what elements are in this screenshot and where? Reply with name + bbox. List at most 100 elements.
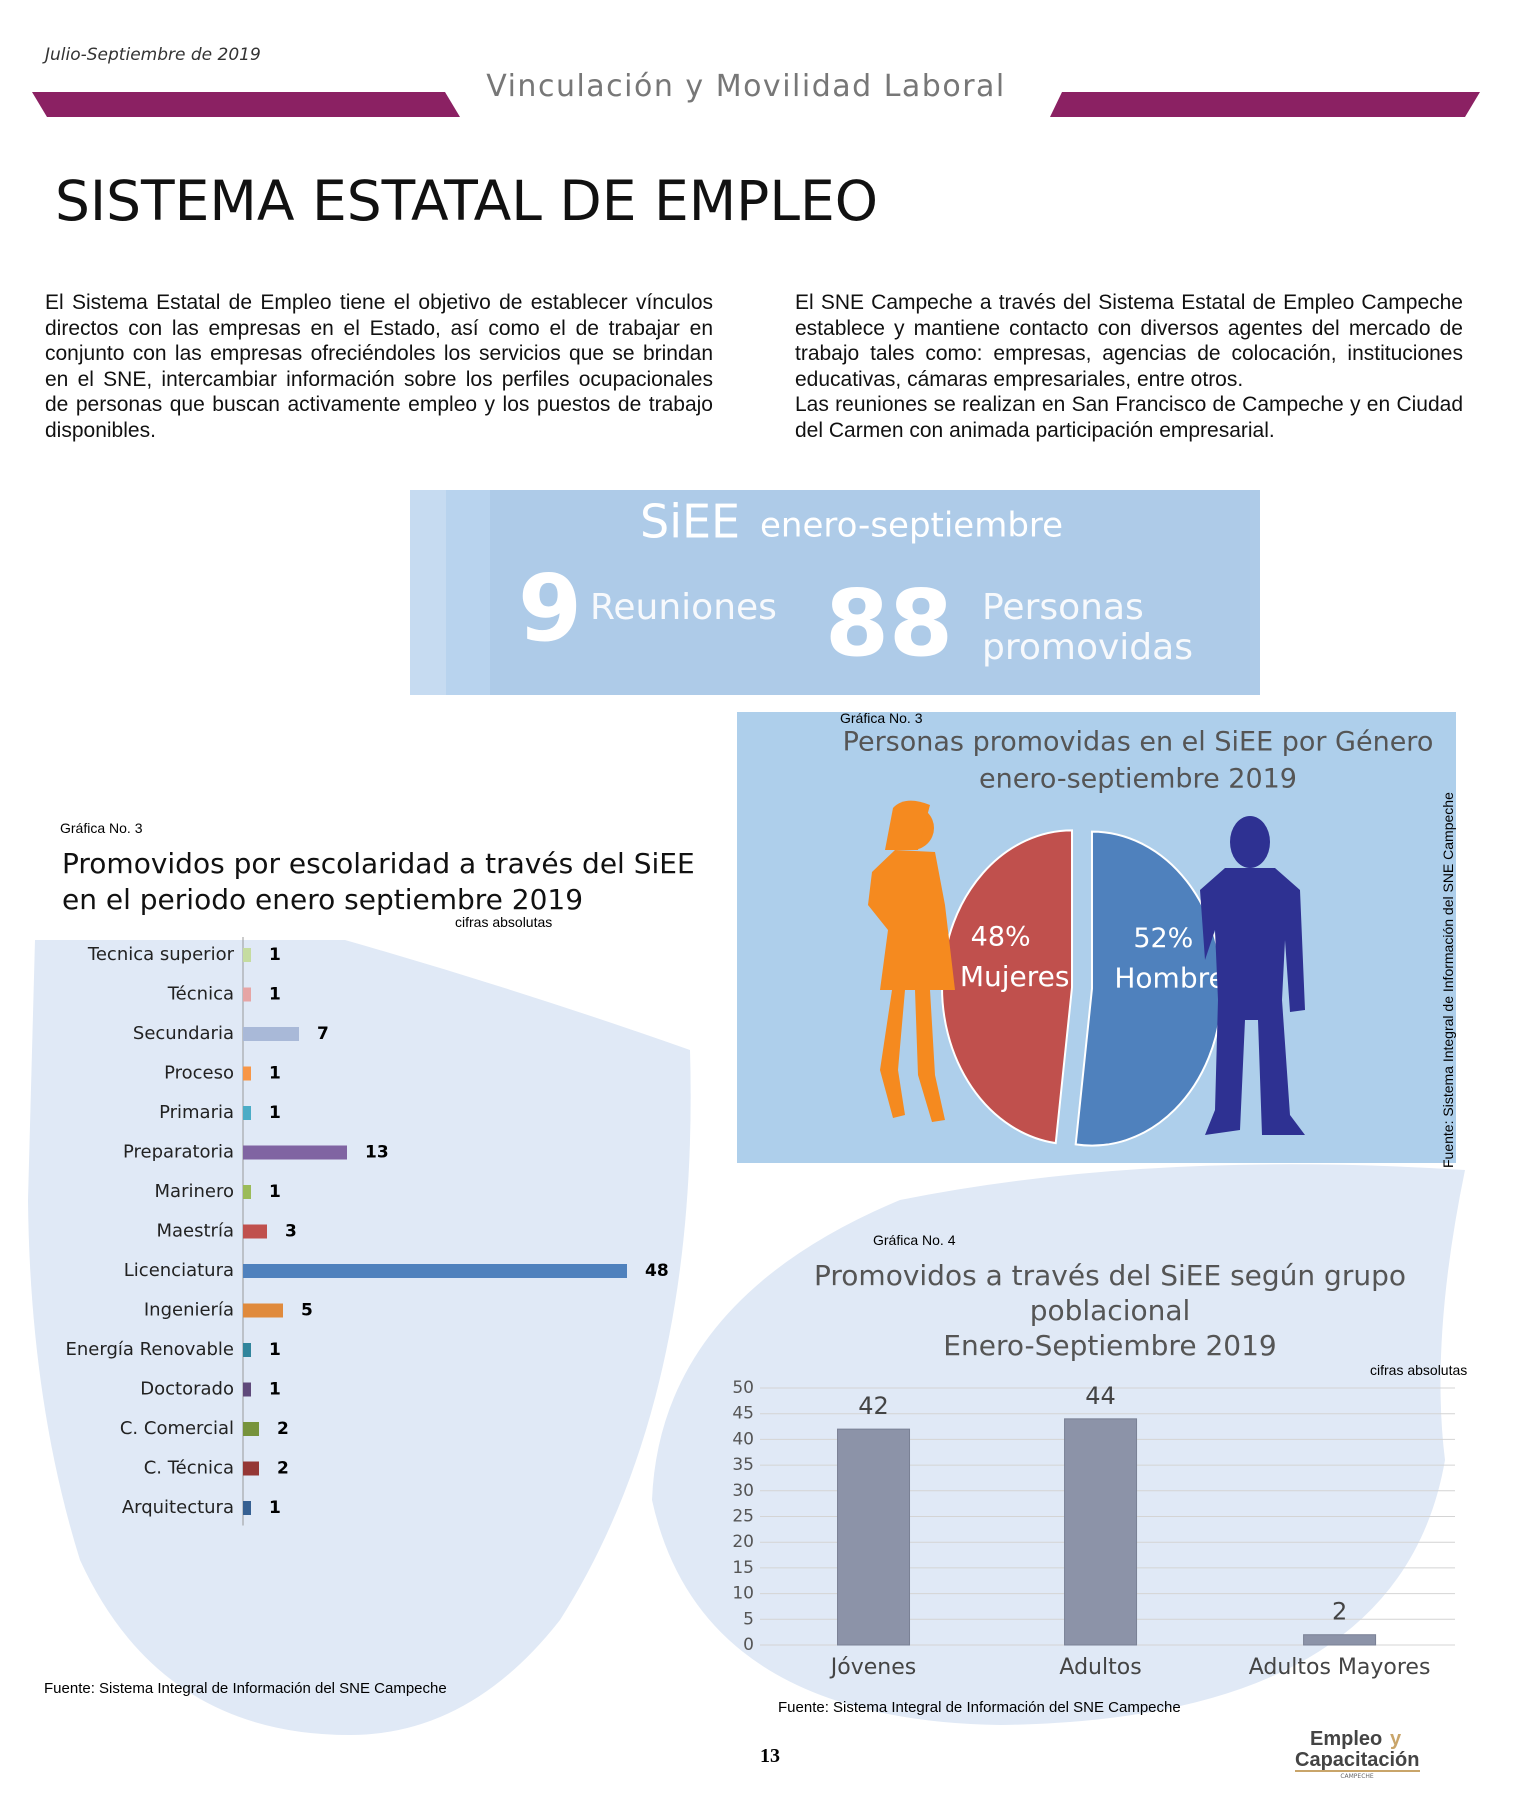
value-label: 1 (269, 985, 281, 1005)
y-tick-label: 45 (732, 1404, 754, 1424)
bar (837, 1428, 911, 1646)
woman-silhouette (868, 800, 955, 1122)
bar (243, 1461, 259, 1476)
category-label: C. Técnica (144, 1458, 234, 1479)
bar (243, 1066, 251, 1081)
logo-text: Capacitación (1295, 1749, 1419, 1771)
page-title: SISTEMA ESTATAL DE EMPLEO (55, 169, 878, 233)
stat-label: Reuniones (590, 587, 777, 628)
source: Fuente: Sistema Integral de Información … (44, 1680, 447, 1697)
stat-value: 9 (518, 555, 582, 662)
stat-label: Personas promovidas (982, 587, 1193, 668)
y-tick-label: 5 (743, 1609, 754, 1629)
category-label: C. Comercial (120, 1418, 234, 1439)
page-number: 13 (760, 1745, 780, 1767)
chart-subtitle: cifras absolutas (455, 914, 552, 930)
value-label: 1 (269, 1340, 281, 1360)
bar (243, 1145, 347, 1160)
bar (243, 1343, 251, 1357)
slice-value: 52% (1133, 923, 1193, 954)
stat-value: 88 (825, 570, 953, 677)
category-label: Técnica (167, 984, 234, 1005)
category-label: Secundaria (133, 1023, 234, 1044)
y-tick-label: 25 (732, 1507, 754, 1527)
bar (1303, 1634, 1377, 1646)
bar (243, 1422, 259, 1436)
header-date: Julio-Septiembre de 2019 (42, 45, 261, 65)
bar (243, 1106, 251, 1120)
value-label: 1 (269, 1380, 281, 1400)
logo-text: y (1390, 1728, 1402, 1750)
category-label: Arquitectura (122, 1497, 234, 1518)
stats-strip (446, 490, 490, 695)
x-tick-label: Adultos (1059, 1655, 1141, 1680)
bar (243, 1382, 251, 1397)
value-label: 48 (645, 1261, 669, 1281)
chart-title: Promovidos a través del SiEE según grupo (814, 1259, 1406, 1292)
bar (243, 948, 251, 962)
paragraph: El Sistema Estatal de Empleo tiene el ob… (45, 291, 713, 442)
y-tick-label: 0 (743, 1635, 754, 1655)
y-tick-label: 15 (732, 1558, 754, 1578)
category-label: Marinero (155, 1181, 234, 1202)
value-label: 1 (269, 1064, 281, 1084)
chart-title: poblacional (1030, 1294, 1191, 1327)
value-label: 44 (1085, 1382, 1116, 1410)
chart-title: en el periodo enero septiembre 2019 (62, 883, 583, 916)
category-label: Energía Renovable (66, 1339, 235, 1360)
logo-text: Empleo (1310, 1728, 1382, 1750)
background-blob (28, 940, 691, 1735)
chart-label: Gráfica No. 4 (873, 1232, 956, 1248)
category-label: Proceso (164, 1063, 234, 1084)
value-label: 1 (269, 1498, 281, 1518)
x-tick-label: Adultos Mayores (1249, 1655, 1431, 1680)
bar (243, 1303, 283, 1318)
paragraph: Las reuniones se realizan en San Francis… (795, 393, 1463, 442)
value-label: 1 (269, 1103, 281, 1123)
chart-title: Enero-Septiembre 2019 (943, 1329, 1276, 1362)
category-label: Tecnica superior (87, 944, 235, 965)
category-label: Ingeniería (144, 1300, 234, 1321)
stats-box (410, 490, 1260, 695)
bar (243, 1224, 267, 1239)
y-tick-label: 50 (732, 1378, 754, 1398)
header-section: Vinculación y Movilidad Laboral (486, 69, 1006, 104)
chart-label: Gráfica No. 3 (60, 820, 143, 836)
stats-heading: SiEE (640, 495, 740, 549)
slice-value: 48% (971, 922, 1031, 953)
source: Fuente: Sistema Integral de Información … (778, 1699, 1181, 1716)
value-label: 7 (317, 1024, 329, 1044)
value-label: 1 (269, 945, 281, 965)
header-band (1050, 92, 1480, 117)
chart-label: Gráfica No. 3 (840, 710, 923, 726)
category-label: Doctorado (140, 1379, 234, 1400)
chart-title: Promovidos por escolaridad a través del … (62, 847, 695, 880)
value-label: 1 (269, 1182, 281, 1202)
source: Fuente: Sistema Integral de Información … (1440, 792, 1456, 1168)
value-label: 2 (277, 1459, 289, 1479)
value-label: 13 (365, 1143, 389, 1163)
bar (243, 1185, 251, 1199)
paragraph: El SNE Campeche a través del Sistema Est… (795, 291, 1463, 391)
y-tick-label: 10 (732, 1584, 754, 1604)
value-label: 42 (858, 1392, 889, 1420)
bar (243, 987, 251, 1002)
category-label: Preparatoria (123, 1142, 234, 1163)
slice-category: Mujeres (960, 960, 1070, 993)
stats-strip (410, 490, 446, 695)
value-label: 2 (1332, 1598, 1347, 1626)
header-band (32, 92, 460, 117)
value-label: 5 (301, 1301, 313, 1321)
chart-title: Personas promovidas en el SiEE por Géner… (843, 727, 1434, 758)
category-label: Primaria (159, 1102, 234, 1123)
logo-text: CAMPECHE (1340, 1773, 1374, 1780)
category-label: Licenciatura (124, 1260, 234, 1281)
chart-title: enero-septiembre 2019 (979, 764, 1297, 795)
chart-subtitle: cifras absolutas (1370, 1362, 1467, 1378)
category-label: Maestría (156, 1221, 234, 1242)
value-label: 2 (277, 1419, 289, 1439)
y-tick-label: 40 (732, 1429, 754, 1449)
stats-period: enero-septiembre (760, 506, 1063, 546)
